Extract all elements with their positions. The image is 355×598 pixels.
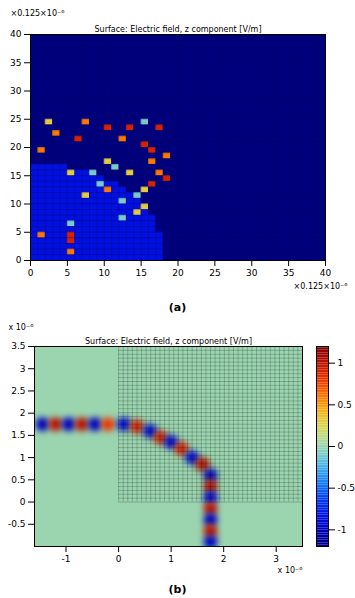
svg-text:3: 3 xyxy=(20,364,26,374)
svg-text:0: 0 xyxy=(20,497,26,507)
svg-text:15: 15 xyxy=(135,268,146,278)
svg-text:0.5: 0.5 xyxy=(338,400,352,410)
svg-text:0: 0 xyxy=(16,255,22,265)
svg-text:40: 40 xyxy=(10,29,22,39)
svg-text:1: 1 xyxy=(20,452,26,462)
svg-text:0.5: 0.5 xyxy=(11,475,25,485)
svg-text:5: 5 xyxy=(65,268,71,278)
svg-text:x 10⁻⁶: x 10⁻⁶ xyxy=(278,566,303,575)
svg-text:10: 10 xyxy=(99,268,111,278)
svg-text:35: 35 xyxy=(283,268,294,278)
svg-text:-1: -1 xyxy=(338,525,347,535)
svg-text:3.5: 3.5 xyxy=(11,341,25,351)
svg-text:15: 15 xyxy=(10,171,21,181)
svg-text:Surface: Electric field, z com: Surface: Electric field, z component [V/… xyxy=(95,25,262,34)
svg-text:1: 1 xyxy=(338,358,344,368)
svg-text:30: 30 xyxy=(10,86,22,96)
svg-text:x 10⁻⁶: x 10⁻⁶ xyxy=(9,323,34,332)
svg-text:20: 20 xyxy=(172,268,184,278)
svg-text:-0.5: -0.5 xyxy=(8,519,26,529)
svg-text:×0.125×10⁻⁶: ×0.125×10⁻⁶ xyxy=(11,9,65,18)
svg-text:30: 30 xyxy=(246,268,258,278)
svg-text:25: 25 xyxy=(209,268,220,278)
svg-text:-1: -1 xyxy=(62,554,71,564)
svg-text:40: 40 xyxy=(320,268,332,278)
svg-text:10: 10 xyxy=(10,199,22,209)
svg-text:0: 0 xyxy=(338,441,344,451)
svg-text:0: 0 xyxy=(116,554,122,564)
svg-text:2: 2 xyxy=(20,408,26,418)
svg-text:Surface: Electric field, z com: Surface: Electric field, z component [V/… xyxy=(85,337,252,346)
svg-text:0: 0 xyxy=(28,268,34,278)
html-text:(b): (b) xyxy=(168,583,187,596)
svg-text:1.5: 1.5 xyxy=(11,430,25,440)
svg-text:×0.125×10⁻⁶: ×0.125×10⁻⁶ xyxy=(294,282,348,291)
svg-text:20: 20 xyxy=(10,142,22,152)
svg-text:35: 35 xyxy=(10,58,21,68)
svg-text:5: 5 xyxy=(16,227,22,237)
svg-text:25: 25 xyxy=(10,114,21,124)
svg-text:2.5: 2.5 xyxy=(11,386,25,396)
svg-text:1: 1 xyxy=(168,554,174,564)
svg-text:2: 2 xyxy=(221,554,227,564)
svg-text:-0.5: -0.5 xyxy=(338,483,355,493)
svg-text:3: 3 xyxy=(273,554,279,564)
html-text:(a): (a) xyxy=(168,301,187,314)
